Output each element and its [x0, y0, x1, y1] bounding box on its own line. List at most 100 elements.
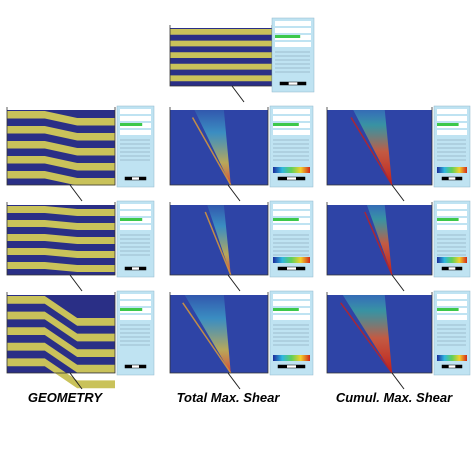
stripe [7, 311, 115, 342]
info-box [273, 130, 310, 135]
shear-zone [342, 295, 393, 373]
info-box [120, 315, 151, 320]
scale-bar [280, 82, 289, 85]
shear-zone [184, 295, 231, 373]
info-box [275, 42, 311, 47]
info-box [275, 28, 311, 33]
info-box [120, 204, 151, 209]
colorbar [437, 257, 467, 263]
scale-bar [139, 365, 146, 368]
column-label: GEOMETRY [28, 390, 103, 405]
shear-band [340, 302, 393, 374]
colorbar [273, 257, 310, 263]
scale-bar [455, 177, 462, 180]
info-box [120, 294, 151, 299]
info-box [273, 315, 310, 320]
info-box [437, 301, 467, 306]
info-box [273, 204, 310, 209]
scale-bar [455, 365, 462, 368]
stripe [7, 156, 115, 171]
stripe [7, 206, 115, 216]
scale-bar [442, 365, 449, 368]
stripe [7, 141, 115, 156]
info-bar [120, 308, 143, 311]
scale-bar [296, 365, 305, 368]
scale-bar [139, 177, 146, 180]
info-box [120, 116, 151, 121]
info-box [437, 211, 467, 216]
fault [231, 85, 245, 103]
info-bar [120, 123, 143, 126]
scale-bar [296, 177, 305, 180]
info-box [120, 225, 151, 230]
column-label: Cumul. Max. Shear [336, 390, 453, 405]
scale-bar [296, 267, 305, 270]
scale-bar [125, 177, 132, 180]
container [6, 202, 116, 276]
info-box [120, 301, 151, 306]
fault [391, 184, 405, 202]
info-box [273, 294, 310, 299]
shear-band [204, 211, 232, 276]
info-box [437, 130, 467, 135]
fault [227, 184, 241, 202]
fault [227, 372, 241, 390]
info-box [273, 225, 310, 230]
stripe [7, 262, 115, 272]
stripe [7, 248, 115, 258]
shear-zone [207, 205, 231, 275]
stripe [170, 29, 272, 35]
info-box [120, 109, 151, 114]
info-box [437, 109, 467, 114]
scale-bar [455, 267, 462, 270]
info-box [275, 21, 311, 26]
fault [69, 372, 83, 390]
scale-bar [442, 177, 449, 180]
scale-bar [297, 82, 306, 85]
info-bar [120, 218, 143, 221]
info-bar [273, 123, 299, 126]
info-box [273, 211, 310, 216]
container [6, 107, 116, 186]
stripe [170, 52, 272, 58]
info-box [120, 130, 151, 135]
column-label: Total Max. Shear [177, 390, 281, 405]
stripe [170, 75, 272, 82]
stripe [7, 171, 115, 186]
shear-zone [194, 110, 231, 185]
container [326, 202, 433, 276]
shear-zone [353, 110, 393, 185]
container [169, 292, 269, 374]
fault [227, 274, 241, 292]
info-bar [437, 123, 459, 126]
stripe [170, 63, 272, 70]
container [169, 202, 269, 276]
info-box [120, 211, 151, 216]
stripe [7, 234, 115, 244]
colorbar [437, 355, 467, 361]
shear-band [364, 211, 393, 276]
scale-bar [278, 267, 287, 270]
fault [69, 184, 83, 202]
info-box [273, 116, 310, 121]
scale-bar [125, 365, 132, 368]
info-box [437, 225, 467, 230]
shear-band [350, 117, 393, 186]
scale-bar [278, 365, 287, 368]
stripe [7, 220, 115, 230]
info-box [437, 294, 467, 299]
info-bar [437, 308, 459, 311]
stripe [7, 126, 115, 141]
info-box [273, 109, 310, 114]
info-box [437, 116, 467, 121]
info-bar [275, 35, 301, 38]
shear-band [191, 117, 232, 186]
stripe [7, 111, 115, 126]
colorbar [437, 167, 467, 173]
stripe [7, 342, 115, 373]
info-bar [437, 218, 459, 221]
fault [391, 274, 405, 292]
scale-bar [278, 177, 287, 180]
container [169, 107, 269, 186]
